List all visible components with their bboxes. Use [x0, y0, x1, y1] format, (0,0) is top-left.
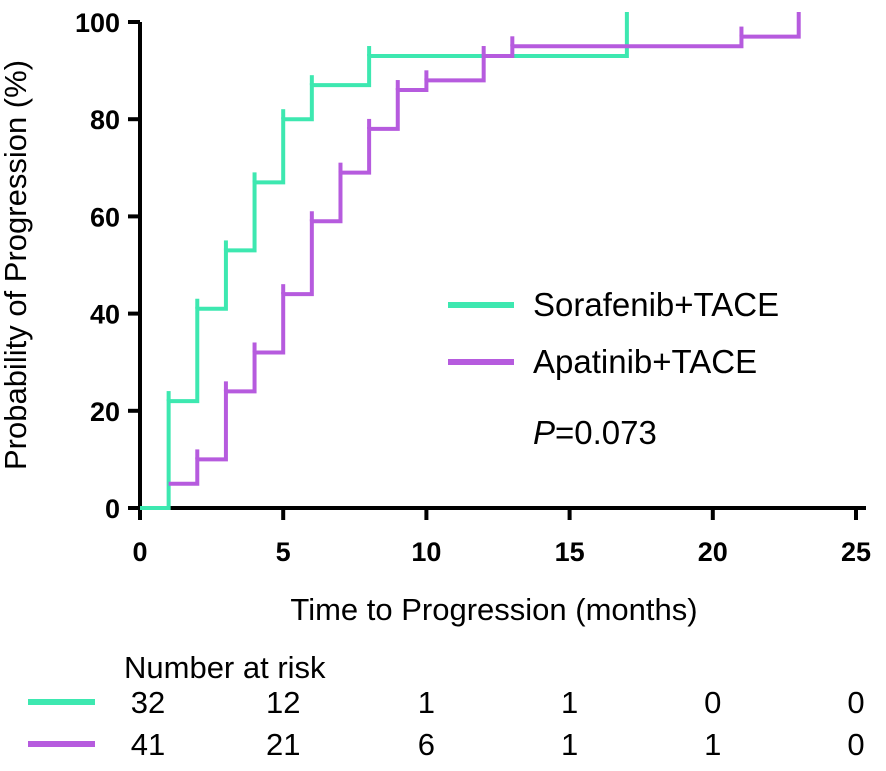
y-tick-label: 100	[75, 8, 120, 38]
legend-label-sorafenib: Sorafenib+TACE	[533, 286, 779, 323]
risk-value-apatinib-tace: 1	[561, 727, 578, 762]
legend: Sorafenib+TACE Apatinib+TACE P=0.073	[448, 286, 779, 451]
y-tick-label: 60	[90, 202, 120, 232]
y-axis-label: Probability of Progression (%)	[0, 60, 33, 470]
series-line-apatinib-tace	[168, 22, 801, 486]
x-tick-label: 0	[132, 537, 147, 567]
risk-table: 32 12 1 1 0 0 41 21 6 1 1 0	[28, 685, 865, 762]
y-tick-label: 80	[90, 105, 120, 135]
p-value-annotation: P=0.073	[533, 414, 657, 451]
y-tick-label: 40	[90, 300, 120, 330]
p-value-symbol: P	[533, 414, 555, 451]
x-tick-label: 10	[411, 537, 441, 567]
x-ticks: 0 5 10 15 20 25	[132, 508, 871, 567]
risk-value-sorafenib-tace: 1	[418, 685, 435, 720]
y-tick-label: 20	[90, 397, 120, 427]
risk-value-apatinib-tace: 41	[131, 727, 165, 762]
x-tick-label: 20	[698, 537, 728, 567]
risk-value-sorafenib-tace: 0	[847, 685, 864, 720]
y-tick-label: 0	[105, 494, 120, 524]
risk-value-apatinib-tace: 21	[266, 727, 300, 762]
risk-value-apatinib-tace: 1	[704, 727, 721, 762]
risk-value-sorafenib-tace: 1	[561, 685, 578, 720]
risk-value-sorafenib-tace: 0	[704, 685, 721, 720]
x-tick-label: 25	[841, 537, 871, 567]
x-tick-label: 5	[276, 537, 291, 567]
p-value-number: =0.073	[555, 414, 657, 451]
y-ticks: 0 20 40 60 80 100	[75, 8, 140, 524]
risk-value-sorafenib-tace: 12	[266, 685, 300, 720]
legend-label-apatinib: Apatinib+TACE	[533, 343, 757, 380]
risk-value-apatinib-tace: 0	[847, 727, 864, 762]
risk-value-apatinib-tace: 6	[418, 727, 435, 762]
risk-table-title: Number at risk	[124, 650, 326, 685]
x-axis-label: Time to Progression (months)	[290, 592, 697, 627]
risk-value-sorafenib-tace: 32	[131, 685, 165, 720]
series-layer	[140, 12, 801, 510]
x-tick-label: 15	[555, 537, 585, 567]
